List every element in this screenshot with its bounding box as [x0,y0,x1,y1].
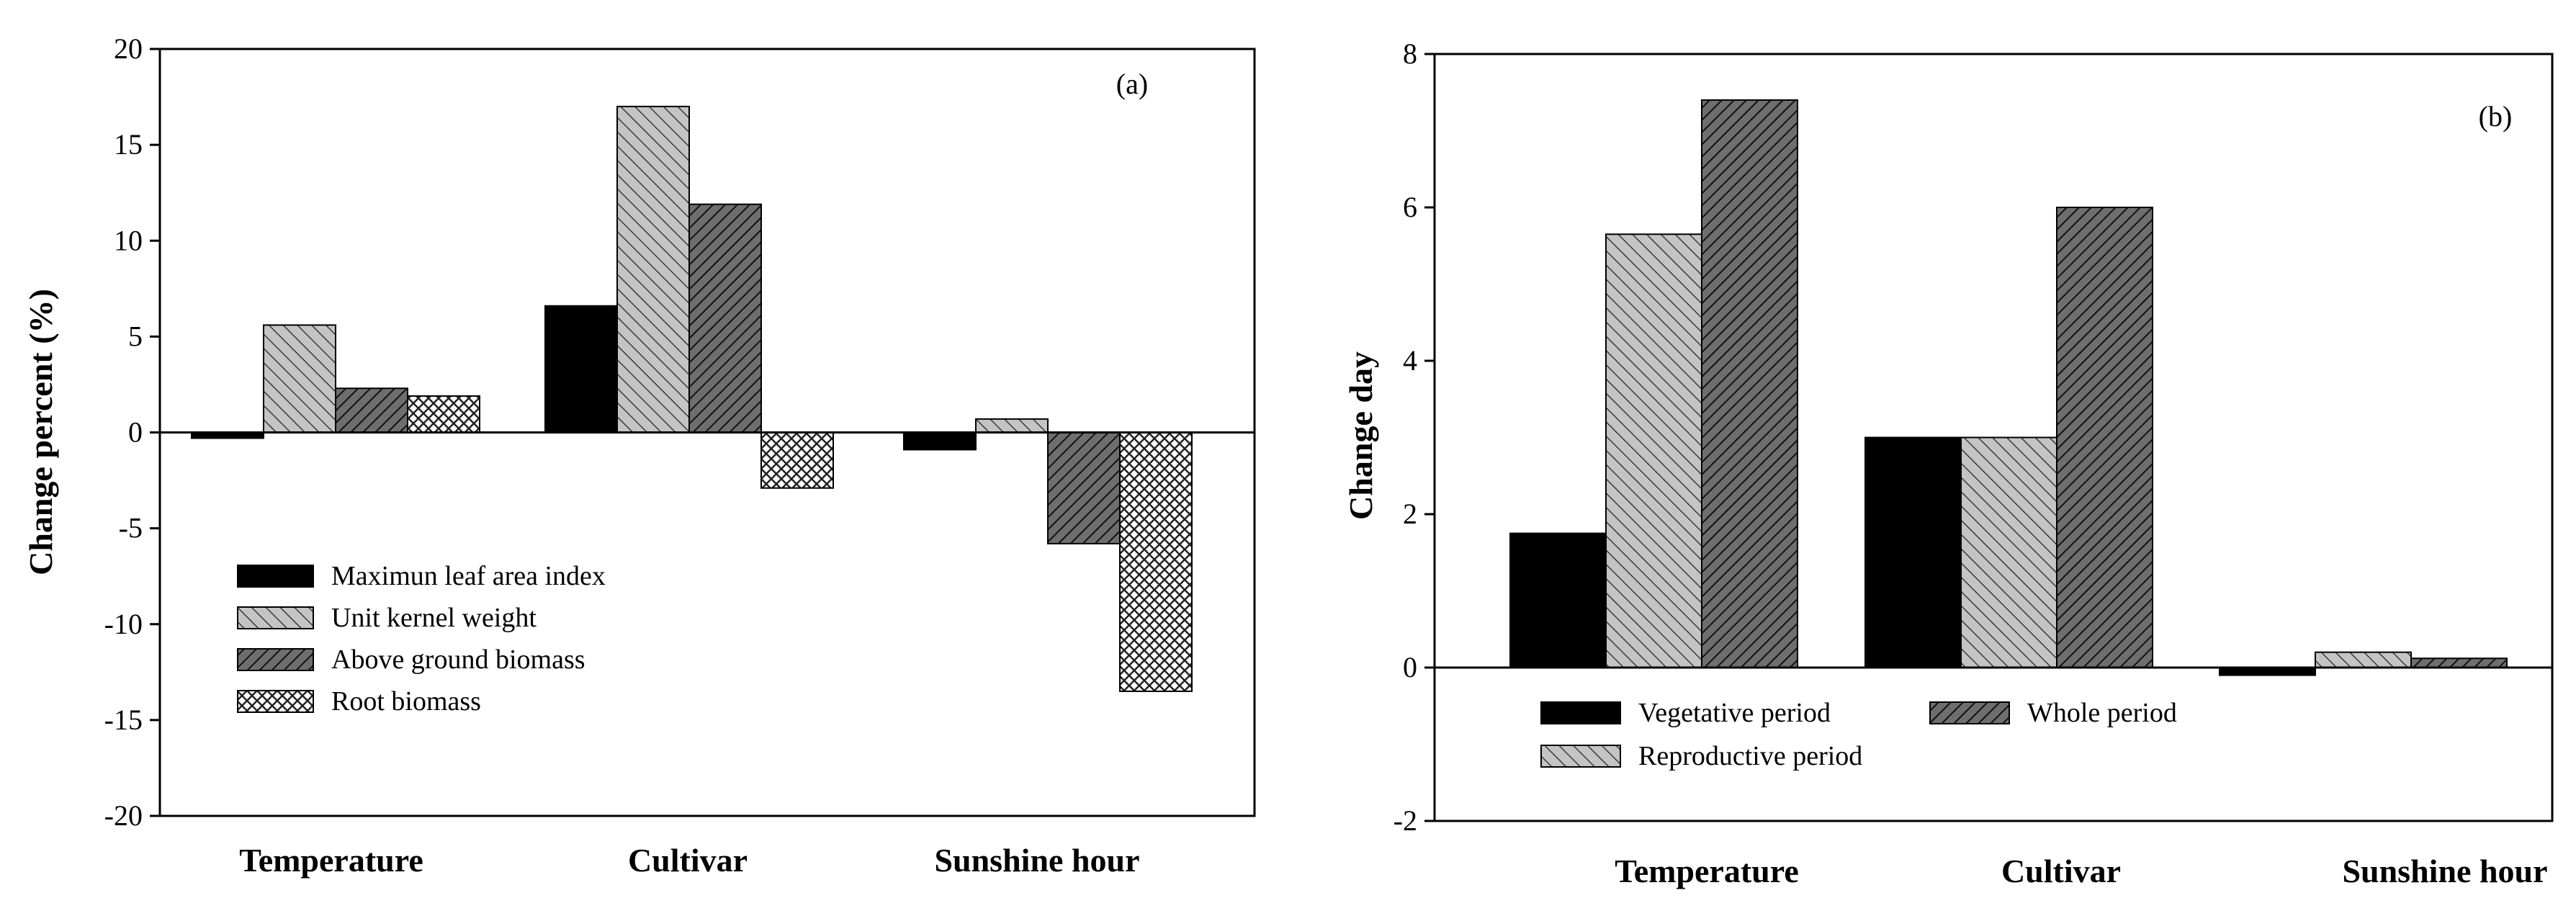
y-tick-label: 2 [1403,498,1417,530]
x-category-label: Temperature [1615,853,1799,889]
legend-label: Maximun leaf area index [331,561,606,591]
legend-label: Above ground biomass [331,645,585,675]
y-tick-label: 20 [114,32,143,65]
y-tick-label: -2 [1394,804,1417,837]
bar-sunshine-hour-maximun-leaf-area-index [903,431,977,451]
x-category-label: Cultivar [2001,853,2121,889]
y-tick-label: 8 [1403,37,1417,70]
bar-cultivar-unit-kernel-weight [616,105,690,434]
y-tick-label: 0 [1403,651,1417,683]
bar-sunshine-hour-above-ground-biomass [1047,431,1121,544]
bar-cultivar-root-biomass [760,431,834,489]
bar-cultivar-above-ground-biomass [688,203,762,434]
x-category-label: Temperature [239,842,423,879]
y-tick-label: 5 [128,320,143,352]
bar-sunshine-hour-vegetative-period [2219,667,2316,676]
legend-swatch-above-ground-biomass [237,648,314,671]
bar-sunshine-hour-unit-kernel-weight [975,418,1049,434]
bar-sunshine-hour-whole-period [2410,657,2508,668]
legend-label: Unit kernel weight [331,603,537,633]
bar-temperature-unit-kernel-weight [263,324,336,434]
y-tick-label: 6 [1403,191,1417,223]
bar-cultivar-whole-period [2056,207,2153,668]
bar-temperature-reproductive-period [1605,233,1702,668]
y-tick-label: -15 [104,704,143,736]
y-tick-label: 10 [114,224,143,256]
legend-swatch-unit-kernel-weight [237,606,314,629]
y-tick-label: -5 [119,512,143,544]
legend-label: Root biomass [331,686,481,717]
bar-sunshine-hour-root-biomass [1119,431,1193,692]
legend-label: Whole period [2027,698,2177,728]
legend-swatch-maximun-leaf-area-index [237,565,314,588]
chart-panel-b: 8 6 4 2 0 -2 Temperature Cultivar Sunshine hour… [1342,37,2554,889]
panel-label: (a) [1116,68,1148,100]
bar-temperature-vegetative-period [1509,532,1607,668]
legend-swatch-reproductive-period [1540,745,1621,768]
legend-swatch-root-biomass [237,690,314,713]
legend-label: Vegetative period [1638,698,1831,728]
y-tick-label: 4 [1403,344,1417,377]
y-axis-label: Change day [1342,351,1379,520]
panel-label: (b) [2479,100,2513,133]
chart-panel-a: 20 15 10 5 0 -5 -10 -15 -20 Temperature Cultivar S… [22,32,1256,879]
bar-sunshine-hour-reproductive-period [2315,651,2412,669]
y-axis-label: Change percent (%) [22,289,59,575]
bar-cultivar-maximun-leaf-area-index [544,305,618,434]
category-labels: Temperature Cultivar Sunshine hour [1615,853,2547,889]
legend-swatch-whole-period [1929,701,2010,724]
bars [1509,99,2508,676]
x-category-label: Cultivar [628,842,748,879]
x-category-label: Sunshine hour [2342,853,2547,889]
legend-label: Reproductive period [1638,741,1862,771]
bars [191,105,1193,692]
x-category-label: Sunshine hour [934,842,1139,879]
y-axis: 8 6 4 2 0 -2 [1394,37,1435,837]
y-tick-label: -10 [104,608,143,640]
y-tick-label: -20 [104,799,143,832]
y-tick-label: 0 [128,416,143,449]
plot-frame [1433,53,2554,822]
legend-swatch-vegetative-period [1540,701,1621,724]
bar-temperature-above-ground-biomass [335,387,408,434]
bar-temperature-whole-period [1701,99,1798,668]
bar-cultivar-vegetative-period [1864,436,1962,668]
legend: Maximun leaf area index Unit kernel weigh… [237,561,606,717]
y-axis: 20 15 10 5 0 -5 -10 -15 -20 [104,32,160,832]
bar-temperature-root-biomass [407,395,480,434]
bar-cultivar-reproductive-period [1960,436,2057,668]
y-tick-label: 15 [114,128,143,161]
category-labels: Temperature Cultivar Sunshine hour [239,842,1139,879]
legend: Vegetative period Reproductive period Whol… [1540,698,2177,771]
